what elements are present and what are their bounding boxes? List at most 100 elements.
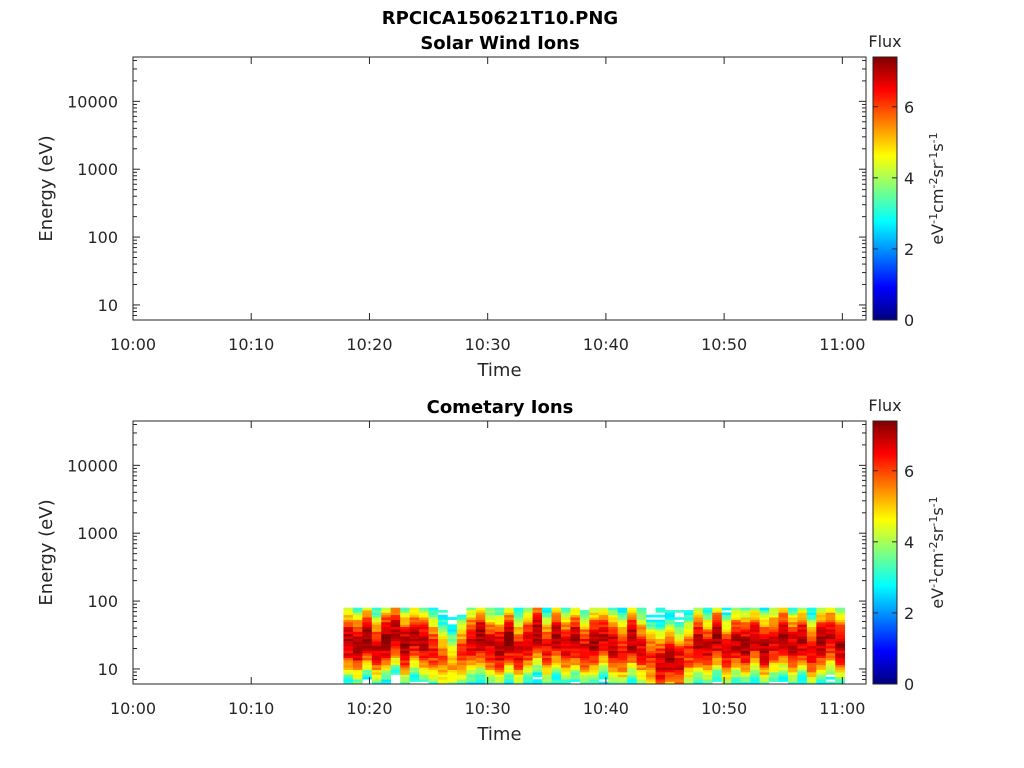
flux-cell [636,607,647,611]
flux-cell [759,655,770,659]
plot-background [133,57,866,320]
flux-cell [456,679,467,682]
flux-cell [485,667,496,670]
flux-cell [589,607,600,611]
flux-cell [750,660,760,663]
flux-cell [787,607,798,611]
flux-cell [390,638,401,642]
y-tick-label: 1000 [77,524,118,543]
flux-cell [438,614,448,618]
flux-cell [343,648,354,651]
flux-cell [438,657,448,661]
flux-cell [778,633,789,637]
flux-cell [665,667,675,670]
flux-cell [485,655,496,659]
flux-cell [560,633,571,637]
flux-cell [665,655,675,659]
flux-cell [456,638,467,642]
flux-cell [513,674,524,678]
flux-cell [371,674,382,678]
flux-cell [352,610,363,613]
flux-cell [778,612,789,616]
flux-cell [693,648,704,651]
flux-cell [447,638,458,642]
flux-cell [721,626,732,630]
flux-cell [560,664,571,668]
flux-cell [636,655,647,659]
flux-cell [598,636,609,639]
flux-cell [731,610,741,613]
flux-cell [750,617,760,620]
flux-cell [665,614,675,618]
flux-cell [551,667,562,670]
flux-cell [702,631,713,635]
flux-cell [362,617,373,620]
flux-cell [740,624,751,628]
flux-cell [750,667,760,670]
flux-cell [598,648,609,651]
flux-cell [674,645,685,649]
flux-cell [655,657,666,661]
flux-cell [825,655,836,659]
flux-cell [570,631,581,635]
flux-cell [598,617,609,620]
flux-cell [343,617,354,620]
flux-cell [702,624,713,628]
flux-cell [589,643,600,647]
flux-cell [438,660,448,663]
flux-cell [683,610,694,613]
flux-cell [721,636,732,639]
y-axis-label: Energy (eV) [36,135,57,241]
flux-cell [551,607,562,611]
flux-cell [731,638,741,642]
flux-cell [665,641,675,644]
flux-cell [740,629,751,632]
flux-cell [352,672,363,675]
flux-cell [617,648,628,651]
flux-cell [683,650,694,654]
flux-cell [646,629,656,632]
flux-cell [778,626,789,630]
flux-cell [683,612,694,616]
flux-cell [447,617,458,620]
flux-cell [787,619,798,623]
flux-cell [806,674,817,678]
flux-cell [769,614,779,618]
flux-cell [797,667,808,670]
flux-cell [352,641,363,644]
flux-cell [608,652,619,656]
flux-cell [352,650,363,654]
flux-cell [759,643,770,647]
flux-cell [816,621,827,625]
flux-cell [343,629,354,632]
flux-cell [731,631,741,635]
flux-cell [542,681,552,685]
flux-cell [400,633,410,637]
flux-cell [343,631,354,635]
colorbar-tick-label: 4 [904,533,914,552]
flux-cell [542,629,552,632]
flux-cell [589,610,600,613]
flux-cell [598,626,609,630]
flux-cell [598,624,609,628]
flux-cell [400,676,410,680]
flux-cell [816,624,827,628]
flux-cell [560,681,571,685]
flux-cell [617,655,628,659]
flux-cell [759,636,770,639]
flux-cell [816,648,827,651]
flux-cell [589,660,600,663]
flux-cell [371,624,382,628]
flux-cell [381,667,392,670]
flux-cell [778,655,789,659]
flux-cell [835,669,846,673]
flux-cell [693,662,704,666]
flux-cell [816,614,827,618]
flux-cell [343,650,354,654]
x-tick-label: 11:00 [819,335,865,354]
flux-cell [674,631,685,635]
flux-cell [390,619,401,623]
flux-cell [532,619,543,623]
flux-cell [731,617,741,620]
